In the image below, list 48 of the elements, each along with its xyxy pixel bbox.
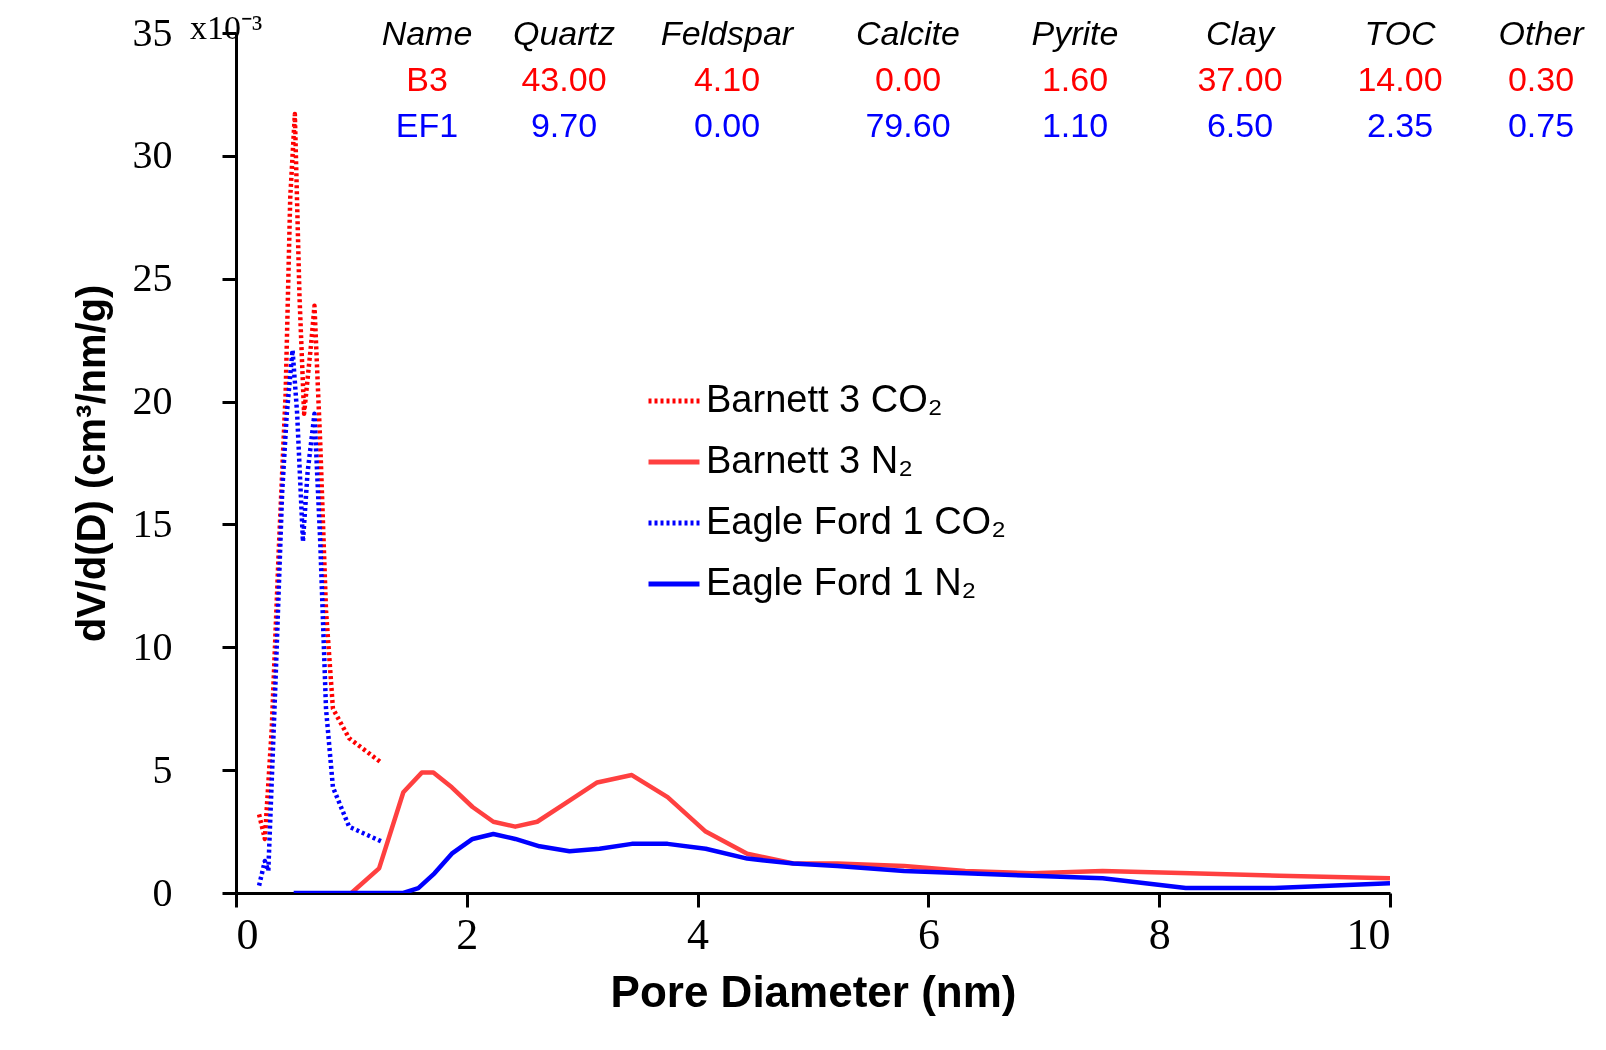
annotation: 1.60 xyxy=(1041,60,1109,98)
x-tick-label: 2 xyxy=(456,909,479,959)
y-tick-label: 35 xyxy=(132,9,173,55)
annotation: 0.00 xyxy=(874,60,942,98)
annotation: Quartz xyxy=(512,14,616,52)
annotation: Calcite xyxy=(856,14,960,52)
x-tick-label: 4 xyxy=(687,909,710,959)
legend-label: Eagle Ford 1 N₂ xyxy=(706,561,977,603)
y-tick-label: 0 xyxy=(152,869,173,915)
annotation: 37.00 xyxy=(1197,60,1283,98)
text: Other xyxy=(1498,14,1586,52)
line-series xyxy=(256,111,384,842)
annotation: 43.00 xyxy=(521,60,607,98)
x-tick-label: 6 xyxy=(917,909,940,959)
y-tick-label: 10 xyxy=(132,623,173,669)
legend-label: Barnett 3 CO₂ xyxy=(706,378,943,420)
y-tick-label: 20 xyxy=(132,378,173,424)
line-series xyxy=(349,770,1390,893)
annotation: 0.00 xyxy=(693,106,761,144)
legend-label: Eagle Ford 1 CO₂ xyxy=(706,500,1006,542)
annotation: 1.10 xyxy=(1041,106,1109,144)
x-axis-title: Pore Diameter (nm) xyxy=(610,966,1017,1016)
annotation: 14.00 xyxy=(1357,60,1443,98)
text: 0.30 xyxy=(1507,60,1575,98)
annotation: Clay xyxy=(1205,14,1276,52)
annotation: 79.60 xyxy=(865,106,951,144)
x-tick-label: 8 xyxy=(1148,909,1171,959)
x-tick-label: 10 xyxy=(1346,909,1391,959)
legend-label: Barnett 3 N₂ xyxy=(706,439,913,481)
annotation: 2.35 xyxy=(1366,106,1434,144)
annotation: B3 xyxy=(406,60,448,98)
x-tick-label: 0 xyxy=(236,909,259,959)
y-tick-label: 15 xyxy=(132,500,173,546)
annotation: 6.50 xyxy=(1206,106,1274,144)
annotation: TOC xyxy=(1364,14,1437,52)
annotation: x10⁻³ xyxy=(190,9,263,46)
line-series xyxy=(291,831,1390,893)
y-tick-label: 30 xyxy=(132,132,173,178)
annotation: EF1 xyxy=(395,106,459,144)
annotation: 4.10 xyxy=(693,60,761,98)
annotation: Feldspar xyxy=(660,14,795,52)
annotation: Pyrite xyxy=(1031,14,1119,52)
y-tick-label: 5 xyxy=(152,746,173,792)
y-tick-label: 25 xyxy=(132,255,173,301)
annotation: Name xyxy=(381,14,473,52)
y-axis-title: dV/d(D) (cm³/nm/g) xyxy=(68,284,113,643)
text: 0.75 xyxy=(1507,106,1575,144)
annotation: 9.70 xyxy=(530,106,598,144)
